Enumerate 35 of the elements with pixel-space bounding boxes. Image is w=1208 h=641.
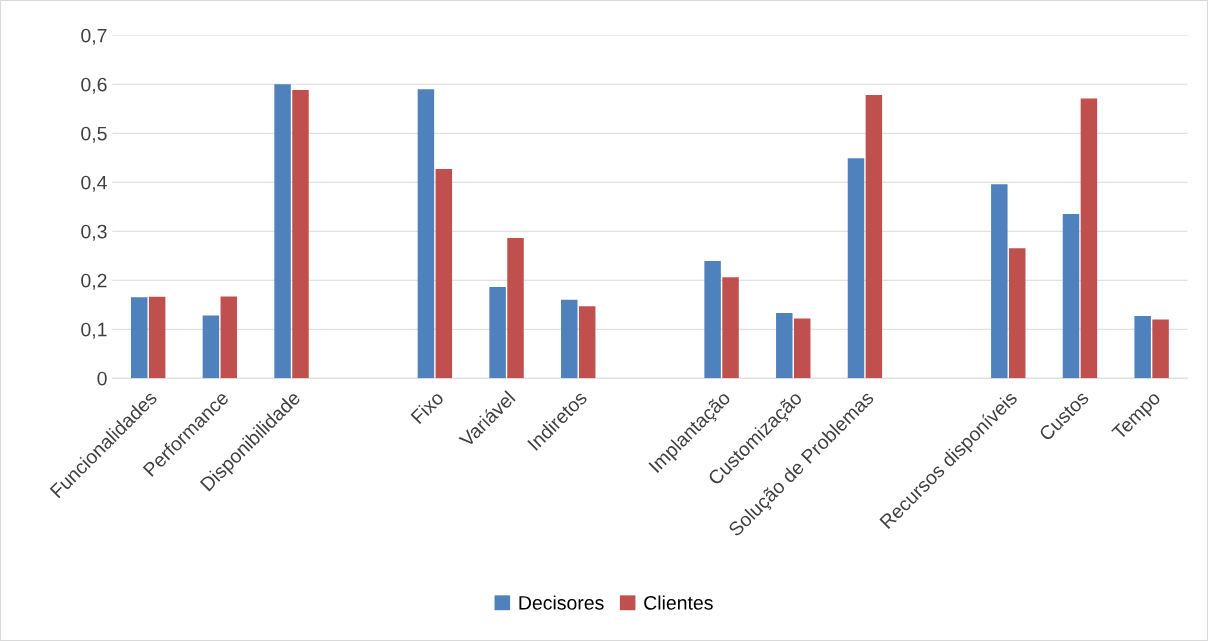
bar bbox=[202, 315, 220, 379]
bar bbox=[991, 184, 1008, 379]
y-tick-label: 0,1 bbox=[81, 322, 107, 339]
y-tick-label: 0,5 bbox=[81, 126, 107, 143]
bar bbox=[865, 95, 883, 379]
legend-label: Clientes bbox=[644, 595, 713, 610]
bar bbox=[578, 306, 596, 379]
legend-label: Decisores bbox=[519, 595, 604, 610]
y-tick-label: 0 bbox=[97, 371, 107, 386]
bar bbox=[292, 90, 309, 379]
y-tick-label: 0,6 bbox=[81, 77, 107, 94]
bar bbox=[704, 261, 721, 379]
y-tick-label: 0,4 bbox=[81, 175, 107, 192]
bar bbox=[274, 84, 291, 379]
bar bbox=[435, 169, 453, 379]
bar bbox=[1080, 98, 1098, 379]
x-tick-label: Fixo bbox=[410, 389, 445, 425]
bar bbox=[417, 89, 435, 379]
bar bbox=[722, 277, 739, 379]
y-tick-label: 0,3 bbox=[81, 224, 107, 241]
bar bbox=[130, 297, 148, 379]
bar bbox=[1152, 319, 1169, 379]
bar bbox=[1008, 248, 1026, 379]
bar bbox=[793, 318, 811, 379]
y-tick-label: 0,7 bbox=[81, 28, 107, 45]
bar bbox=[847, 158, 865, 379]
y-tick-label: 0,2 bbox=[81, 273, 107, 290]
bar bbox=[776, 313, 793, 379]
bar bbox=[507, 238, 524, 379]
bar bbox=[148, 296, 166, 379]
bar bbox=[1134, 315, 1151, 379]
bar bbox=[220, 296, 238, 379]
bar bbox=[1062, 214, 1080, 379]
bar bbox=[561, 299, 578, 379]
bar bbox=[489, 287, 506, 379]
